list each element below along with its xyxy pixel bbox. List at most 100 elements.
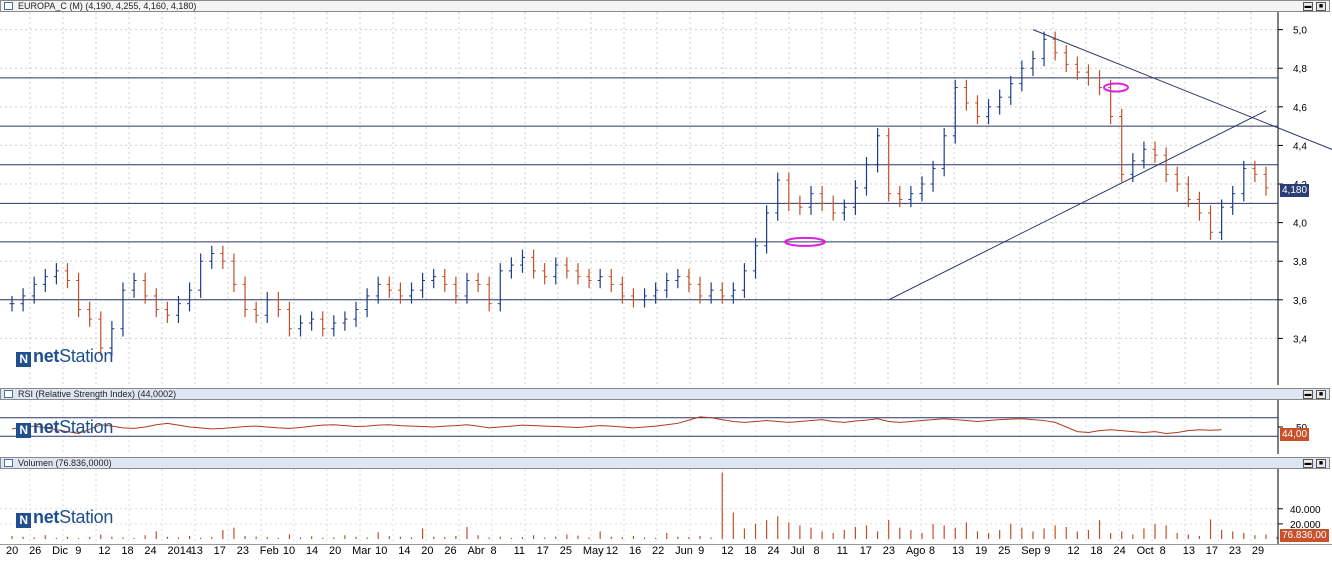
chart-window-icon xyxy=(4,390,13,398)
x-tick-label: 8 xyxy=(813,545,820,557)
x-tick-label: 22 xyxy=(652,545,665,557)
x-tick-label: 14 xyxy=(398,545,411,557)
x-tick-label: 9 xyxy=(1044,545,1051,557)
x-tick-label: 17 xyxy=(859,545,872,557)
x-tick-label: 20 xyxy=(329,545,342,557)
x-tick-label: 17 xyxy=(536,545,549,557)
logo-station-text: Station xyxy=(59,417,114,437)
x-tick-label: 13 xyxy=(190,545,203,557)
x-tick-label: 11 xyxy=(836,545,849,557)
x-tick-label: 17 xyxy=(1205,545,1219,557)
x-tick-label: 26 xyxy=(29,545,42,557)
x-tick-label: 9 xyxy=(698,545,705,557)
breakdown-marker-ellipse xyxy=(1103,82,1129,93)
x-tick-label: Abr xyxy=(467,545,485,557)
x-tick-label: 26 xyxy=(444,545,457,557)
x-tick-label: 29 xyxy=(1251,545,1265,557)
y-tick-label: 5,0 xyxy=(1293,26,1307,37)
x-tick-label: 20 xyxy=(6,545,19,557)
trendline-support xyxy=(888,110,1267,301)
chart-window-icon xyxy=(4,2,13,10)
last-price-tag: 4,180 xyxy=(1280,184,1310,197)
x-tick-label: Ago xyxy=(905,545,926,557)
x-tick-label: 19 xyxy=(975,545,988,557)
date-axis: 20 26 Dic 9 12 18 24 2014 13 17 23 Feb 10 14 20 Mar 10 14… xyxy=(0,544,1332,561)
minimize-icon[interactable]: ▬ xyxy=(1303,2,1313,11)
netstation-logo-mark: N xyxy=(16,513,31,528)
x-tick-label: 23 xyxy=(236,545,249,557)
y-tick-label: 4,6 xyxy=(1293,103,1307,114)
x-tick-label: 20 xyxy=(421,545,434,557)
x-tick-label: 16 xyxy=(628,545,642,557)
rsi-pane-title: RSI (Relative Strength Index) (44,0002) xyxy=(18,389,177,399)
netstation-logo-mark: N xyxy=(16,423,31,438)
x-tick-label: 24 xyxy=(767,545,780,557)
x-tick-label: Sep xyxy=(1021,545,1041,557)
x-tick-label: Feb xyxy=(259,545,279,557)
maximize-icon[interactable]: ■ xyxy=(1316,459,1326,468)
x-tick-label: Jun xyxy=(675,545,693,557)
y-tick-label: 4,8 xyxy=(1293,64,1307,75)
rsi-chart[interactable]: 50 xyxy=(0,400,1332,454)
x-tick-label: 11 xyxy=(513,545,526,557)
x-tick-label: 25 xyxy=(559,545,572,557)
x-tick-label: 18 xyxy=(1090,545,1103,557)
volume-pane-title: Volumen (76.836,0000) xyxy=(18,458,112,468)
rsi-last-value-tag: 44,00 xyxy=(1280,428,1310,441)
x-tick-label: 8 xyxy=(928,545,936,557)
volume-pane-header[interactable]: Volumen (76.836,0000) ▬ ■ xyxy=(0,457,1330,469)
x-tick-label: 8 xyxy=(490,545,497,557)
x-tick-label: 9 xyxy=(75,545,82,557)
price-pane: EUROPA_C (M) (4,190, 4,255, 4,160, 4,180… xyxy=(0,0,1332,385)
logo-net-text: net xyxy=(33,346,60,366)
x-tick-label: 24 xyxy=(1113,545,1126,557)
volume-pane: Volumen (76.836,0000) ▬ ■ 40.000 20.000 N… xyxy=(0,457,1332,544)
x-tick-label: 18 xyxy=(744,545,757,557)
netstation-logo-mark: N xyxy=(16,352,31,367)
x-tick-label: 12 xyxy=(1067,545,1080,557)
x-tick-label: 8 xyxy=(1159,545,1166,557)
price-chart[interactable]: 5,04,84,64,44,24,03,83,63,4 xyxy=(0,12,1332,385)
volume-chart[interactable]: 40.000 20.000 xyxy=(0,469,1332,544)
y-tick-label: 4,4 xyxy=(1293,141,1307,152)
maximize-icon[interactable]: ■ xyxy=(1316,2,1326,11)
maximize-icon[interactable]: ■ xyxy=(1316,390,1326,399)
y-tick-label: 3,8 xyxy=(1293,257,1307,268)
x-tick-label: 18 xyxy=(121,545,134,557)
y-tick-label: 4,0 xyxy=(1293,219,1307,230)
logo-station-text: Station xyxy=(59,507,114,527)
logo-net-text: net xyxy=(33,507,60,527)
x-tick-label: 10 xyxy=(282,545,296,557)
minimize-icon[interactable]: ▬ xyxy=(1303,390,1313,399)
minimize-icon[interactable]: ▬ xyxy=(1303,459,1313,468)
x-tick-label: 23 xyxy=(882,545,895,557)
price-pane-header[interactable]: EUROPA_C (M) (4,190, 4,255, 4,160, 4,180… xyxy=(0,0,1330,12)
x-tick-label: 13 xyxy=(1182,545,1195,557)
x-tick-label: 17 xyxy=(213,545,226,557)
x-tick-label: 2014 xyxy=(167,545,192,557)
rsi-line xyxy=(11,416,1222,434)
x-tick-label: 12 xyxy=(721,545,734,557)
x-tick-label: 25 xyxy=(998,545,1011,557)
y-tick-label: 3,6 xyxy=(1293,296,1307,307)
breakout-marker-ellipse xyxy=(784,236,826,247)
rsi-pane-header[interactable]: RSI (Relative Strength Index) (44,0002) … xyxy=(0,388,1330,400)
y-tick-label: 3,4 xyxy=(1293,334,1307,345)
x-tick-label: Oct xyxy=(1136,545,1154,557)
x-tick-label: 12 xyxy=(98,545,111,557)
x-tick-label: 12 xyxy=(605,545,619,557)
x-tick-label: 13 xyxy=(951,545,965,557)
logo-station-text: Station xyxy=(59,346,114,366)
logo-net-text: net xyxy=(33,417,60,437)
volume-last-value-tag: 76.836,00 xyxy=(1280,529,1329,542)
x-tick-label: 14 xyxy=(305,545,319,557)
x-tick-label: Dic xyxy=(52,545,69,557)
x-tick-label: 10 xyxy=(375,545,388,557)
rsi-pane: RSI (Relative Strength Index) (44,0002) … xyxy=(0,388,1332,454)
x-tick-label: Jul xyxy=(790,545,805,557)
price-pane-title: EUROPA_C (M) (4,190, 4,255, 4,160, 4,180… xyxy=(18,1,197,11)
volume-y-tick-label: 20.000 xyxy=(1290,520,1321,531)
